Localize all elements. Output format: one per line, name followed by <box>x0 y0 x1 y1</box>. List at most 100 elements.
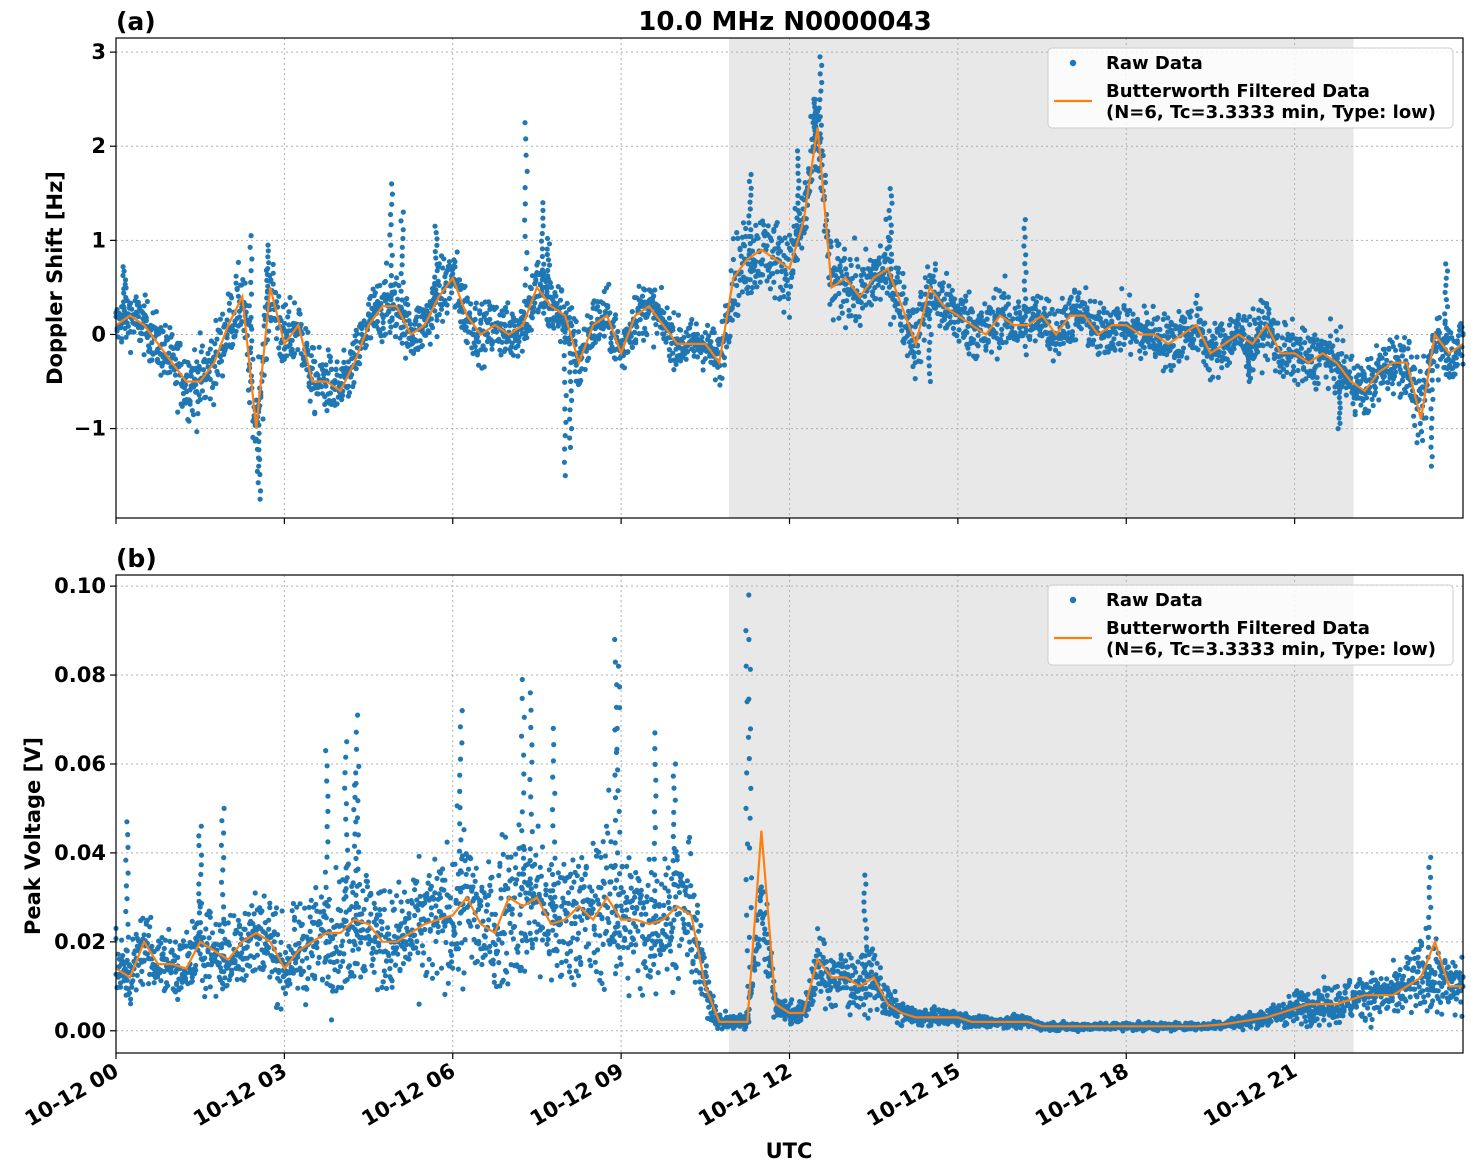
raw-data-point <box>1376 397 1382 403</box>
raw-data-point <box>209 930 216 936</box>
raw-data-spike <box>256 463 262 469</box>
raw-data-point <box>226 942 232 948</box>
raw-data-point <box>1073 337 1079 343</box>
raw-data-point <box>1372 385 1378 391</box>
raw-data-point <box>419 962 425 968</box>
raw-data-spike <box>1337 374 1343 380</box>
raw-data-point <box>1338 324 1344 330</box>
raw-data-spike <box>539 269 545 275</box>
raw-data-point <box>454 249 460 255</box>
raw-data-point <box>377 907 383 913</box>
raw-data-point <box>947 314 953 320</box>
raw-data-point <box>354 961 360 967</box>
raw-data-point <box>213 381 219 387</box>
raw-data-point <box>820 152 826 159</box>
raw-data-point <box>637 317 643 323</box>
raw-data-point <box>154 974 161 980</box>
raw-data-point <box>678 327 684 333</box>
raw-data-point <box>862 293 868 299</box>
raw-data-point <box>478 903 484 909</box>
raw-data-point <box>822 179 829 186</box>
raw-data-point <box>1264 301 1270 307</box>
raw-data-point <box>401 946 408 952</box>
raw-data-point <box>1301 366 1307 372</box>
raw-data-point <box>1408 354 1414 360</box>
raw-data-point <box>1213 341 1219 347</box>
raw-data-point <box>144 298 150 305</box>
raw-data-point <box>1157 326 1163 333</box>
raw-data-point <box>429 975 436 981</box>
raw-data-point <box>784 278 790 284</box>
raw-data-spike <box>544 289 550 295</box>
raw-data-point <box>1374 343 1380 349</box>
raw-data-spike <box>1429 387 1435 393</box>
raw-data-spike <box>432 223 438 229</box>
raw-data-point <box>925 264 931 270</box>
raw-data-spike <box>248 314 254 321</box>
raw-data-point <box>768 237 775 244</box>
legend-box <box>1047 47 1454 129</box>
raw-data-point <box>848 262 854 268</box>
raw-data-point <box>313 901 319 907</box>
raw-data-point <box>827 301 833 307</box>
raw-data-point <box>553 293 559 299</box>
raw-data-point <box>783 271 789 277</box>
raw-data-point <box>1399 353 1405 359</box>
raw-data-point <box>529 315 536 321</box>
raw-data-spike <box>794 215 800 221</box>
raw-data-point <box>119 336 125 342</box>
raw-data-point <box>381 906 387 913</box>
raw-data-point <box>285 314 291 320</box>
raw-data-point <box>1235 315 1242 321</box>
raw-data-point <box>196 392 202 398</box>
raw-data-point <box>461 970 467 976</box>
raw-data-point <box>1379 355 1385 361</box>
raw-data-point <box>651 293 657 299</box>
raw-data-point <box>183 382 189 388</box>
raw-data-point <box>681 334 687 340</box>
raw-data-point <box>428 905 434 911</box>
raw-data-point <box>799 245 805 251</box>
raw-data-spike <box>388 242 394 248</box>
raw-data-spike <box>1443 282 1449 288</box>
raw-data-spike <box>265 266 271 272</box>
raw-data-point <box>314 945 320 951</box>
raw-data-point <box>752 280 758 286</box>
raw-data-point <box>371 969 377 975</box>
raw-data-point <box>1298 345 1304 351</box>
raw-data-point <box>982 301 988 307</box>
raw-data-point <box>721 355 728 361</box>
raw-data-spike <box>257 471 263 478</box>
raw-data-point <box>1197 317 1203 323</box>
raw-data-point <box>493 304 500 310</box>
raw-data-point <box>1078 326 1084 332</box>
raw-data-point <box>1283 322 1289 328</box>
raw-data-point <box>738 253 744 259</box>
raw-data-point <box>387 966 393 972</box>
raw-data-point <box>441 256 447 262</box>
raw-data-point <box>270 261 276 267</box>
raw-data-point <box>345 359 351 365</box>
raw-data-point <box>295 985 301 991</box>
raw-data-point <box>207 914 213 920</box>
raw-data-point <box>474 350 480 356</box>
raw-data-point <box>312 973 318 979</box>
raw-data-point <box>478 898 484 904</box>
raw-data-point <box>751 267 757 273</box>
raw-data-point <box>705 322 711 328</box>
raw-data-spike <box>1246 378 1252 385</box>
raw-data-point <box>511 323 518 329</box>
raw-data-spike <box>563 393 569 399</box>
raw-data-point <box>134 972 140 979</box>
raw-data-spike <box>811 116 817 122</box>
raw-data-point <box>267 974 273 980</box>
raw-data-spike <box>387 232 393 238</box>
raw-data-point <box>1179 349 1185 355</box>
raw-data-point <box>828 244 834 250</box>
raw-data-point <box>481 364 487 370</box>
raw-data-point <box>956 327 962 333</box>
raw-data-spike <box>795 193 801 199</box>
raw-data-point <box>180 938 186 944</box>
raw-data-spike <box>389 181 395 187</box>
raw-data-point <box>266 926 272 932</box>
